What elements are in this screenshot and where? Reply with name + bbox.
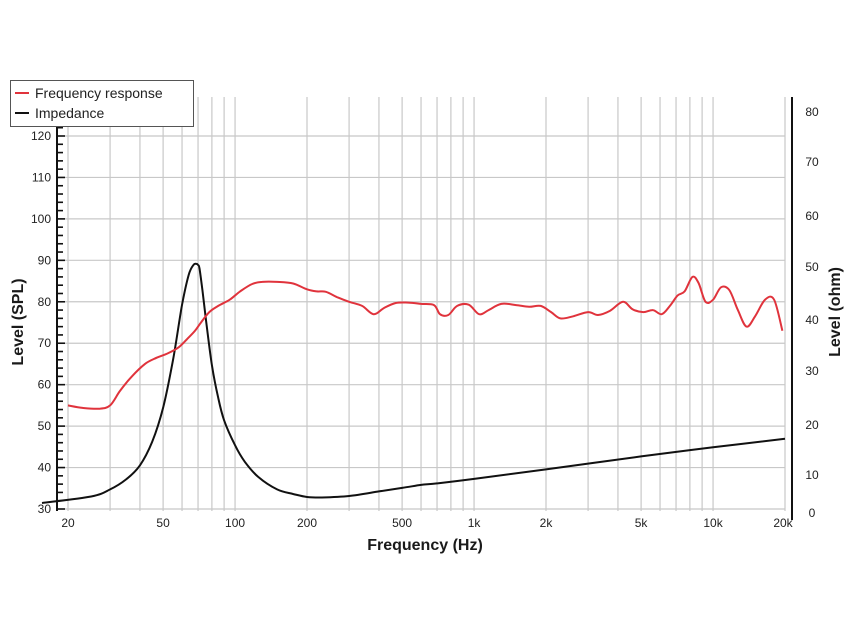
y2-tick-label: 50	[805, 260, 819, 274]
x-tick-label: 1k	[468, 516, 482, 530]
x-tick-label: 5k	[635, 516, 649, 530]
black-line-swatch-icon	[15, 112, 29, 114]
x-tick-label: 50	[156, 516, 170, 530]
impedance-curve	[41, 262, 786, 504]
x-tick-label: 100	[225, 516, 245, 530]
y-tick-label: 50	[38, 419, 52, 433]
x-tick-label: 20	[61, 516, 75, 530]
red-line-swatch-icon	[15, 92, 29, 94]
y2-tick-label: 0	[809, 506, 816, 520]
legend-label: Frequency response	[35, 85, 163, 101]
y-tick-label: 80	[38, 295, 52, 309]
chart-legend: Frequency response Impedance	[10, 80, 194, 127]
x-tick-label: 2k	[540, 516, 554, 530]
y-tick-label: 40	[38, 461, 52, 475]
legend-item-frequency-response: Frequency response	[15, 84, 163, 102]
y-tick-label: 70	[38, 336, 52, 350]
y-tick-label: 120	[31, 129, 51, 143]
x-axis-title: Frequency (Hz)	[367, 537, 483, 554]
y2-tick-label: 70	[805, 155, 819, 169]
x-axis-tick-labels: 20 50 100 200 500 1k 2k 5k 10k 20k	[61, 516, 793, 530]
y-tick-label: 90	[38, 253, 52, 267]
x-tick-label: 20k	[773, 516, 793, 530]
y-axis-left-title: Level (SPL)	[10, 278, 27, 365]
y2-tick-label: 40	[805, 313, 819, 327]
y-tick-label: 60	[38, 378, 52, 392]
y-tick-label: 100	[31, 212, 51, 226]
y2-tick-label: 60	[805, 209, 819, 223]
x-tick-label: 200	[297, 516, 317, 530]
legend-item-impedance: Impedance	[15, 104, 104, 122]
x-tick-label: 10k	[703, 516, 723, 530]
x-tick-label: 500	[392, 516, 412, 530]
y-axis-right-title: Level (ohm)	[827, 267, 844, 357]
series-layer	[41, 262, 786, 504]
y2-tick-label: 30	[805, 364, 819, 378]
horizontal-gridlines	[57, 135, 785, 510]
y2-tick-label: 10	[805, 468, 819, 482]
y-tick-label: 110	[32, 170, 51, 184]
y2-tick-label: 20	[805, 418, 819, 432]
y2-tick-label: 80	[805, 105, 819, 119]
y-tick-label: 30	[38, 502, 52, 516]
frequency-response-curve	[67, 275, 784, 410]
left-y-axis: 30 40 50 60 70 80 90 100 110 120	[31, 97, 65, 516]
legend-label: Impedance	[35, 105, 105, 121]
right-y-axis: 0 10 20 30 40 50 60 70 80	[791, 97, 819, 520]
